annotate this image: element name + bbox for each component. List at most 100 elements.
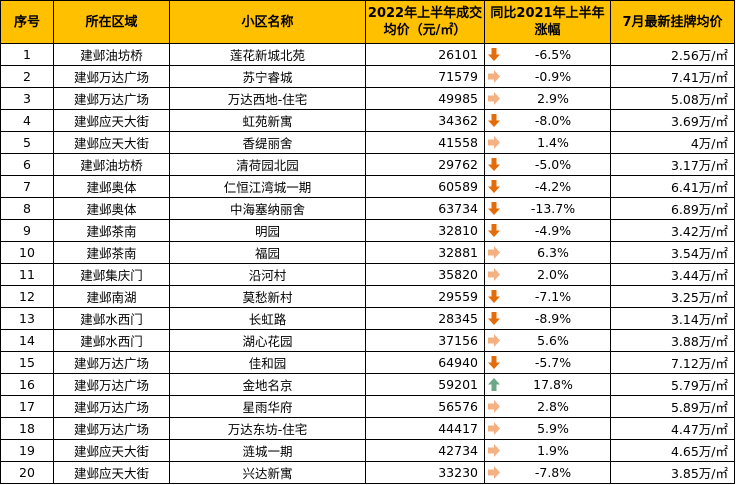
arrow-right-icon	[488, 400, 500, 413]
cell-listing: 2.56万/㎡	[610, 43, 735, 66]
cell-index: 20	[0, 461, 54, 484]
header-price: 2022年上半年成交 均价（元/㎡）	[365, 0, 485, 44]
cell-listing: 6.41万/㎡	[610, 175, 735, 198]
table-row: 1 建邺油坊桥 莲花新城北苑 26101 -6.5% 2.56万/㎡	[0, 43, 735, 66]
cell-change: -4.9%	[484, 219, 611, 242]
change-value: -7.1%	[534, 289, 572, 304]
cell-listing: 3.85万/㎡	[610, 461, 735, 484]
cell-change: -4.2%	[484, 175, 611, 198]
table-row: 4 建邺应天大街 虹苑新寓 34362 -8.0% 3.69万/㎡	[0, 109, 735, 132]
table-row: 6 建邺油坊桥 清荷园北园 29762 -5.0% 3.17万/㎡	[0, 153, 735, 176]
cell-community: 苏宁睿城	[169, 65, 366, 88]
header-change: 同比2021年上半年 涨幅	[484, 0, 611, 44]
change-value: 5.6%	[537, 333, 569, 348]
arrow-down-icon	[488, 224, 500, 237]
cell-price: 49985	[365, 87, 485, 110]
change-value: -7.8%	[534, 465, 572, 480]
change-value: -6.5%	[534, 47, 572, 62]
change-value: 2.8%	[537, 399, 569, 414]
change-value: 2.9%	[537, 91, 569, 106]
cell-district: 建邺茶南	[53, 241, 170, 264]
cell-price: 29762	[365, 153, 485, 176]
cell-listing: 3.44万/㎡	[610, 263, 735, 286]
cell-change: -13.7%	[484, 197, 611, 220]
cell-district: 建邺水西门	[53, 329, 170, 352]
cell-listing: 3.17万/㎡	[610, 153, 735, 176]
cell-district: 建邺应天大街	[53, 461, 170, 484]
table-row: 16 建邺万达广场 金地名京 59201 17.8% 5.79万/㎡	[0, 373, 735, 396]
cell-community: 万达东坊-住宅	[169, 417, 366, 440]
cell-community: 莲花新城北苑	[169, 43, 366, 66]
cell-change: -5.0%	[484, 153, 611, 176]
arrow-right-icon	[488, 268, 500, 281]
header-change-line1: 同比2021年上半年	[490, 6, 605, 21]
cell-price: 59201	[365, 373, 485, 396]
header-index: 序号	[0, 0, 54, 44]
cell-community: 明园	[169, 219, 366, 242]
arrow-down-icon	[488, 114, 500, 127]
arrow-up-icon	[488, 378, 500, 391]
cell-change: -5.7%	[484, 351, 611, 374]
cell-district: 建邺万达广场	[53, 351, 170, 374]
cell-listing: 6.89万/㎡	[610, 197, 735, 220]
cell-price: 63734	[365, 197, 485, 220]
header-change-line2: 涨幅	[534, 23, 561, 38]
cell-district: 建邺应天大街	[53, 439, 170, 462]
table-row: 17 建邺万达广场 星雨华府 56576 2.8% 5.89万/㎡	[0, 395, 735, 418]
change-value: -5.7%	[534, 355, 572, 370]
arrow-down-icon	[488, 290, 500, 303]
cell-listing: 3.25万/㎡	[610, 285, 735, 308]
cell-index: 1	[0, 43, 54, 66]
cell-listing: 3.42万/㎡	[610, 219, 735, 242]
cell-price: 64940	[365, 351, 485, 374]
cell-price: 42734	[365, 439, 485, 462]
cell-index: 18	[0, 417, 54, 440]
cell-community: 万达西地-住宅	[169, 87, 366, 110]
cell-index: 6	[0, 153, 54, 176]
header-listing: 7月最新挂牌均价	[610, 0, 735, 44]
cell-index: 16	[0, 373, 54, 396]
cell-listing: 5.89万/㎡	[610, 395, 735, 418]
arrow-down-icon	[488, 158, 500, 171]
table-row: 10 建邺茶南 福园 32881 6.3% 3.54万/㎡	[0, 241, 735, 264]
cell-community: 佳和园	[169, 351, 366, 374]
cell-community: 涟城一期	[169, 439, 366, 462]
cell-price: 32881	[365, 241, 485, 264]
cell-price: 29559	[365, 285, 485, 308]
change-value: -5.0%	[534, 157, 572, 172]
cell-district: 建邺万达广场	[53, 65, 170, 88]
cell-listing: 3.54万/㎡	[610, 241, 735, 264]
cell-price: 32810	[365, 219, 485, 242]
table-row: 15 建邺万达广场 佳和园 64940 -5.7% 7.12万/㎡	[0, 351, 735, 374]
table-row: 5 建邺应天大街 香缇丽舍 41558 1.4% 4万/㎡	[0, 131, 735, 154]
cell-price: 26101	[365, 43, 485, 66]
arrow-right-icon	[488, 334, 500, 347]
cell-listing: 3.69万/㎡	[610, 109, 735, 132]
cell-price: 44417	[365, 417, 485, 440]
arrow-right-icon	[488, 466, 500, 479]
cell-listing: 4万/㎡	[610, 131, 735, 154]
cell-index: 8	[0, 197, 54, 220]
cell-change: -6.5%	[484, 43, 611, 66]
cell-district: 建邺水西门	[53, 307, 170, 330]
change-value: 1.4%	[537, 135, 569, 150]
cell-community: 兴达新寓	[169, 461, 366, 484]
header-community: 小区名称	[169, 0, 366, 44]
cell-listing: 7.41万/㎡	[610, 65, 735, 88]
change-value: 1.9%	[537, 443, 569, 458]
cell-district: 建邺奥体	[53, 175, 170, 198]
cell-index: 11	[0, 263, 54, 286]
cell-index: 14	[0, 329, 54, 352]
cell-district: 建邺奥体	[53, 197, 170, 220]
table-row: 14 建邺水西门 湖心花园 37156 5.6% 3.88万/㎡	[0, 329, 735, 352]
change-value: -8.0%	[534, 113, 572, 128]
cell-listing: 7.12万/㎡	[610, 351, 735, 374]
table-row: 8 建邺奥体 中海塞纳丽舍 63734 -13.7% 6.89万/㎡	[0, 197, 735, 220]
cell-price: 41558	[365, 131, 485, 154]
change-value: 2.0%	[537, 267, 569, 282]
cell-price: 34362	[365, 109, 485, 132]
cell-community: 长虹路	[169, 307, 366, 330]
cell-index: 9	[0, 219, 54, 242]
change-value: 6.3%	[537, 245, 569, 260]
cell-change: -8.0%	[484, 109, 611, 132]
